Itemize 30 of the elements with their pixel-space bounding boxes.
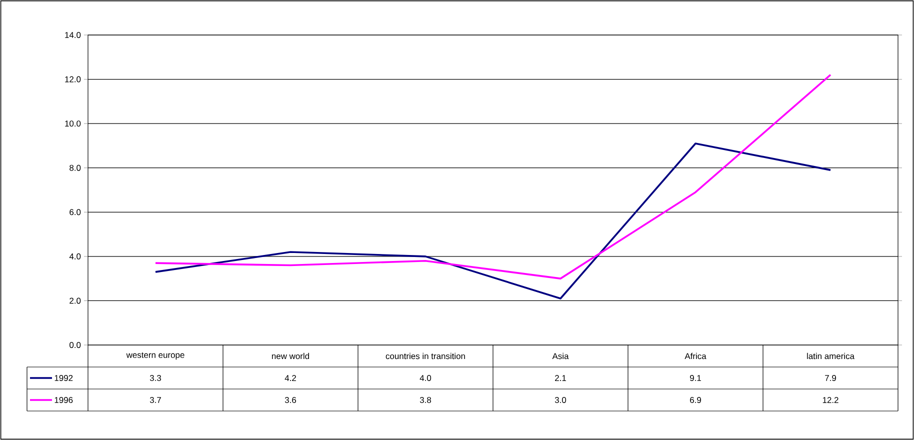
x-tick-label: latin america: [807, 352, 854, 360]
data-label: 3.6: [284, 397, 296, 403]
data-label: 2.1: [555, 375, 566, 381]
data-label: 3.0: [554, 397, 566, 403]
legend-label: 1992: [54, 375, 73, 381]
y-tick-label: 12.0: [65, 76, 81, 82]
x-tick-label: Asia: [552, 352, 569, 360]
data-label: 3.3: [150, 375, 162, 381]
x-tick-label: countries in transition: [386, 352, 465, 360]
data-label: 4.0: [420, 375, 432, 381]
data-label: 3.7: [150, 397, 161, 403]
legend-label: 1996: [54, 397, 73, 403]
x-tick-label: Africa: [684, 352, 706, 360]
line-series: [154, 142, 832, 300]
x-tick-label: western europe: [126, 352, 184, 360]
y-tick-label: 2.0: [70, 298, 81, 304]
x-tick-label: new world: [272, 352, 310, 360]
y-tick-label: 14.0: [65, 32, 81, 38]
y-tick-label: 6.0: [70, 209, 81, 216]
y-tick-label: 10.0: [65, 120, 81, 127]
data-label: 12.2: [822, 397, 838, 403]
data-label: 6.9: [690, 397, 701, 403]
data-label: 3.8: [420, 397, 432, 403]
y-tick-label: 8.0: [70, 164, 81, 171]
y-tick-label: 4.0: [69, 253, 81, 260]
data-label: 4.2: [284, 375, 296, 381]
y-tick-label: 0.0: [70, 342, 81, 348]
data-label: 9.1: [690, 375, 701, 381]
line-series: [154, 74, 832, 280]
data-label: 7.9: [825, 375, 836, 381]
